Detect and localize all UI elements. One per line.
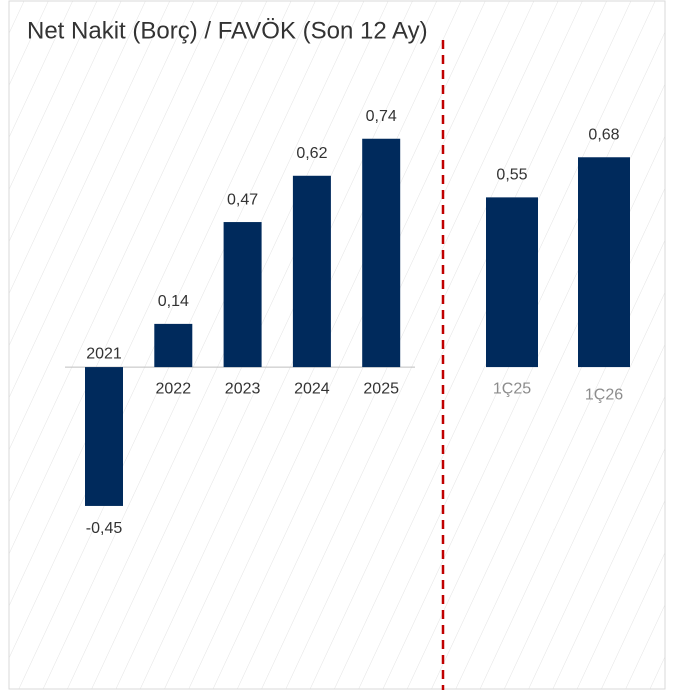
bar bbox=[292, 175, 331, 368]
bar bbox=[486, 197, 538, 368]
bar bbox=[85, 367, 123, 506]
bar bbox=[362, 138, 401, 368]
chart-title: Net Nakit (Borç) / FAVÖK (Son 12 Ay) bbox=[27, 17, 428, 44]
bar bbox=[578, 157, 630, 368]
data-label: 0,62 bbox=[296, 145, 327, 162]
data-label: -0,45 bbox=[86, 520, 123, 537]
data-label: 0,47 bbox=[227, 191, 258, 208]
x-tick-label: 2022 bbox=[156, 380, 192, 397]
bar bbox=[223, 222, 262, 368]
x-tick-label: 2023 bbox=[225, 380, 261, 397]
x-tick-label: 2021 bbox=[86, 345, 122, 362]
x-tick-label: 1Ç26 bbox=[585, 386, 623, 403]
x-tick-label: 1Ç25 bbox=[493, 380, 531, 397]
x-tick-label: 2024 bbox=[294, 380, 330, 397]
bar bbox=[154, 323, 193, 368]
background bbox=[8, 0, 666, 690]
data-label: 0,68 bbox=[588, 126, 619, 143]
data-label: 0,55 bbox=[496, 167, 527, 184]
data-label: 0,14 bbox=[158, 293, 189, 310]
x-tick-label: 2025 bbox=[363, 380, 399, 397]
data-label: 0,74 bbox=[366, 108, 397, 125]
